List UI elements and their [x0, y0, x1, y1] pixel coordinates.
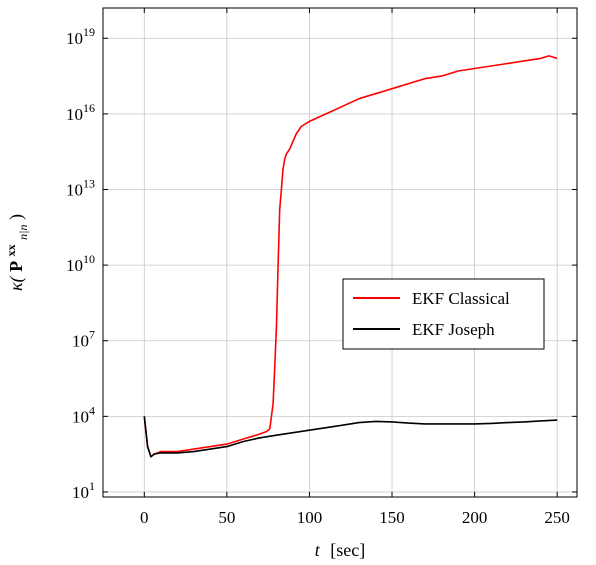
y-axis-superscript: xx	[4, 244, 18, 256]
legend-label-ekf-joseph: EKF Joseph	[412, 320, 495, 339]
x-tick-label: 50	[218, 508, 235, 527]
x-axis-unit: [sec]	[330, 540, 365, 560]
y-axis-close-paren: )	[6, 214, 27, 220]
y-axis-matrix: P	[6, 261, 26, 272]
x-tick-label: 100	[297, 508, 323, 527]
legend: EKF Classical EKF Joseph	[342, 278, 545, 350]
y-axis-subscript: n|n	[16, 225, 30, 240]
legend-box	[342, 278, 545, 350]
axis-ticks: 0 50 100 150 200 250 101 104 107 1010 1013 1016 1019	[66, 8, 577, 527]
y-axis-label: κ( P xx n|n )	[0, 214, 31, 291]
y-axis-kappa: κ(	[6, 275, 27, 291]
x-axis-label: t [sec]	[315, 540, 366, 560]
x-axis-variable: t	[315, 540, 321, 560]
y-tick-label: 107	[72, 328, 95, 351]
y-tick-label: 1010	[66, 252, 95, 275]
y-tick-label: 1016	[66, 101, 95, 124]
x-tick-label: 0	[140, 508, 149, 527]
grid-lines	[103, 8, 577, 497]
legend-label-ekf-classical: EKF Classical	[412, 289, 510, 308]
series-line-ekf-joseph	[143, 416, 558, 458]
x-tick-label: 250	[544, 508, 570, 527]
x-tick-label: 200	[462, 508, 488, 527]
y-tick-label: 101	[72, 479, 95, 502]
series-line-ekf-classical	[143, 55, 558, 458]
x-tick-label: 150	[379, 508, 405, 527]
plot-frame	[102, 7, 578, 498]
y-tick-label: 1019	[66, 25, 95, 48]
series-group	[143, 55, 558, 458]
y-tick-label: 104	[72, 403, 95, 426]
y-tick-label: 1013	[66, 176, 95, 199]
